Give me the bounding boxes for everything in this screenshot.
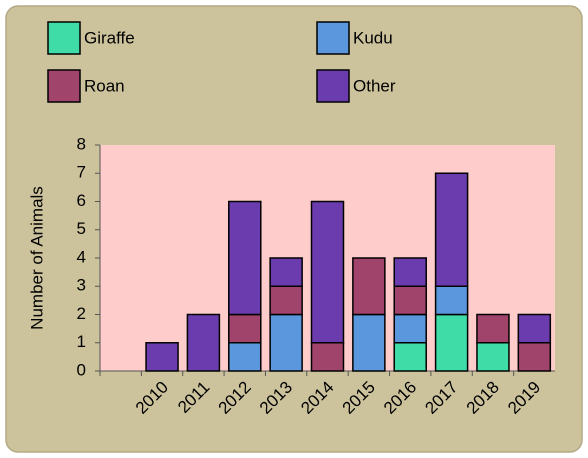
legend-label: Kudu	[353, 28, 393, 47]
bar-segment	[310, 342, 345, 372]
bar-segment	[393, 342, 427, 372]
y-tick-label: 8	[77, 134, 86, 153]
bar-segment	[269, 285, 303, 316]
bar-segment	[476, 313, 510, 344]
bar-segment	[434, 172, 469, 287]
legend-swatch	[316, 69, 350, 103]
y-tick-label: 6	[77, 191, 86, 210]
bar-segment	[352, 257, 386, 316]
y-tick-label: 0	[77, 360, 86, 379]
bar-segment	[434, 313, 469, 372]
bar-segment	[310, 200, 345, 344]
bar-segment	[517, 342, 552, 372]
bar-segment	[269, 257, 303, 287]
bar-segment	[269, 313, 303, 372]
y-axis-label: Number of Animals	[27, 186, 46, 330]
y-tick-label: 2	[77, 304, 86, 323]
bar-segment	[393, 313, 427, 344]
legend-label: Roan	[84, 76, 125, 95]
bar-segment	[517, 313, 552, 344]
y-tick-label: 1	[77, 332, 86, 351]
bar-segment	[434, 285, 469, 316]
bar-segment	[393, 257, 427, 287]
bar-segment	[228, 200, 262, 316]
y-tick-label: 3	[77, 276, 86, 295]
bar-segment	[186, 313, 221, 372]
bar-segment	[228, 313, 262, 344]
legend-label: Other	[353, 76, 396, 95]
y-tick-label: 5	[77, 219, 86, 238]
y-tick-label: 7	[77, 163, 86, 182]
legend-label: Giraffe	[84, 28, 135, 47]
y-tick-label: 4	[77, 247, 86, 266]
legend-swatch	[47, 21, 81, 55]
bar-segment	[476, 342, 510, 372]
bar-segment	[393, 285, 427, 316]
bar-segment	[228, 342, 262, 372]
bar-segment	[352, 313, 386, 372]
legend-swatch	[316, 21, 350, 55]
legend-swatch	[47, 69, 81, 103]
bar-segment	[145, 342, 179, 372]
